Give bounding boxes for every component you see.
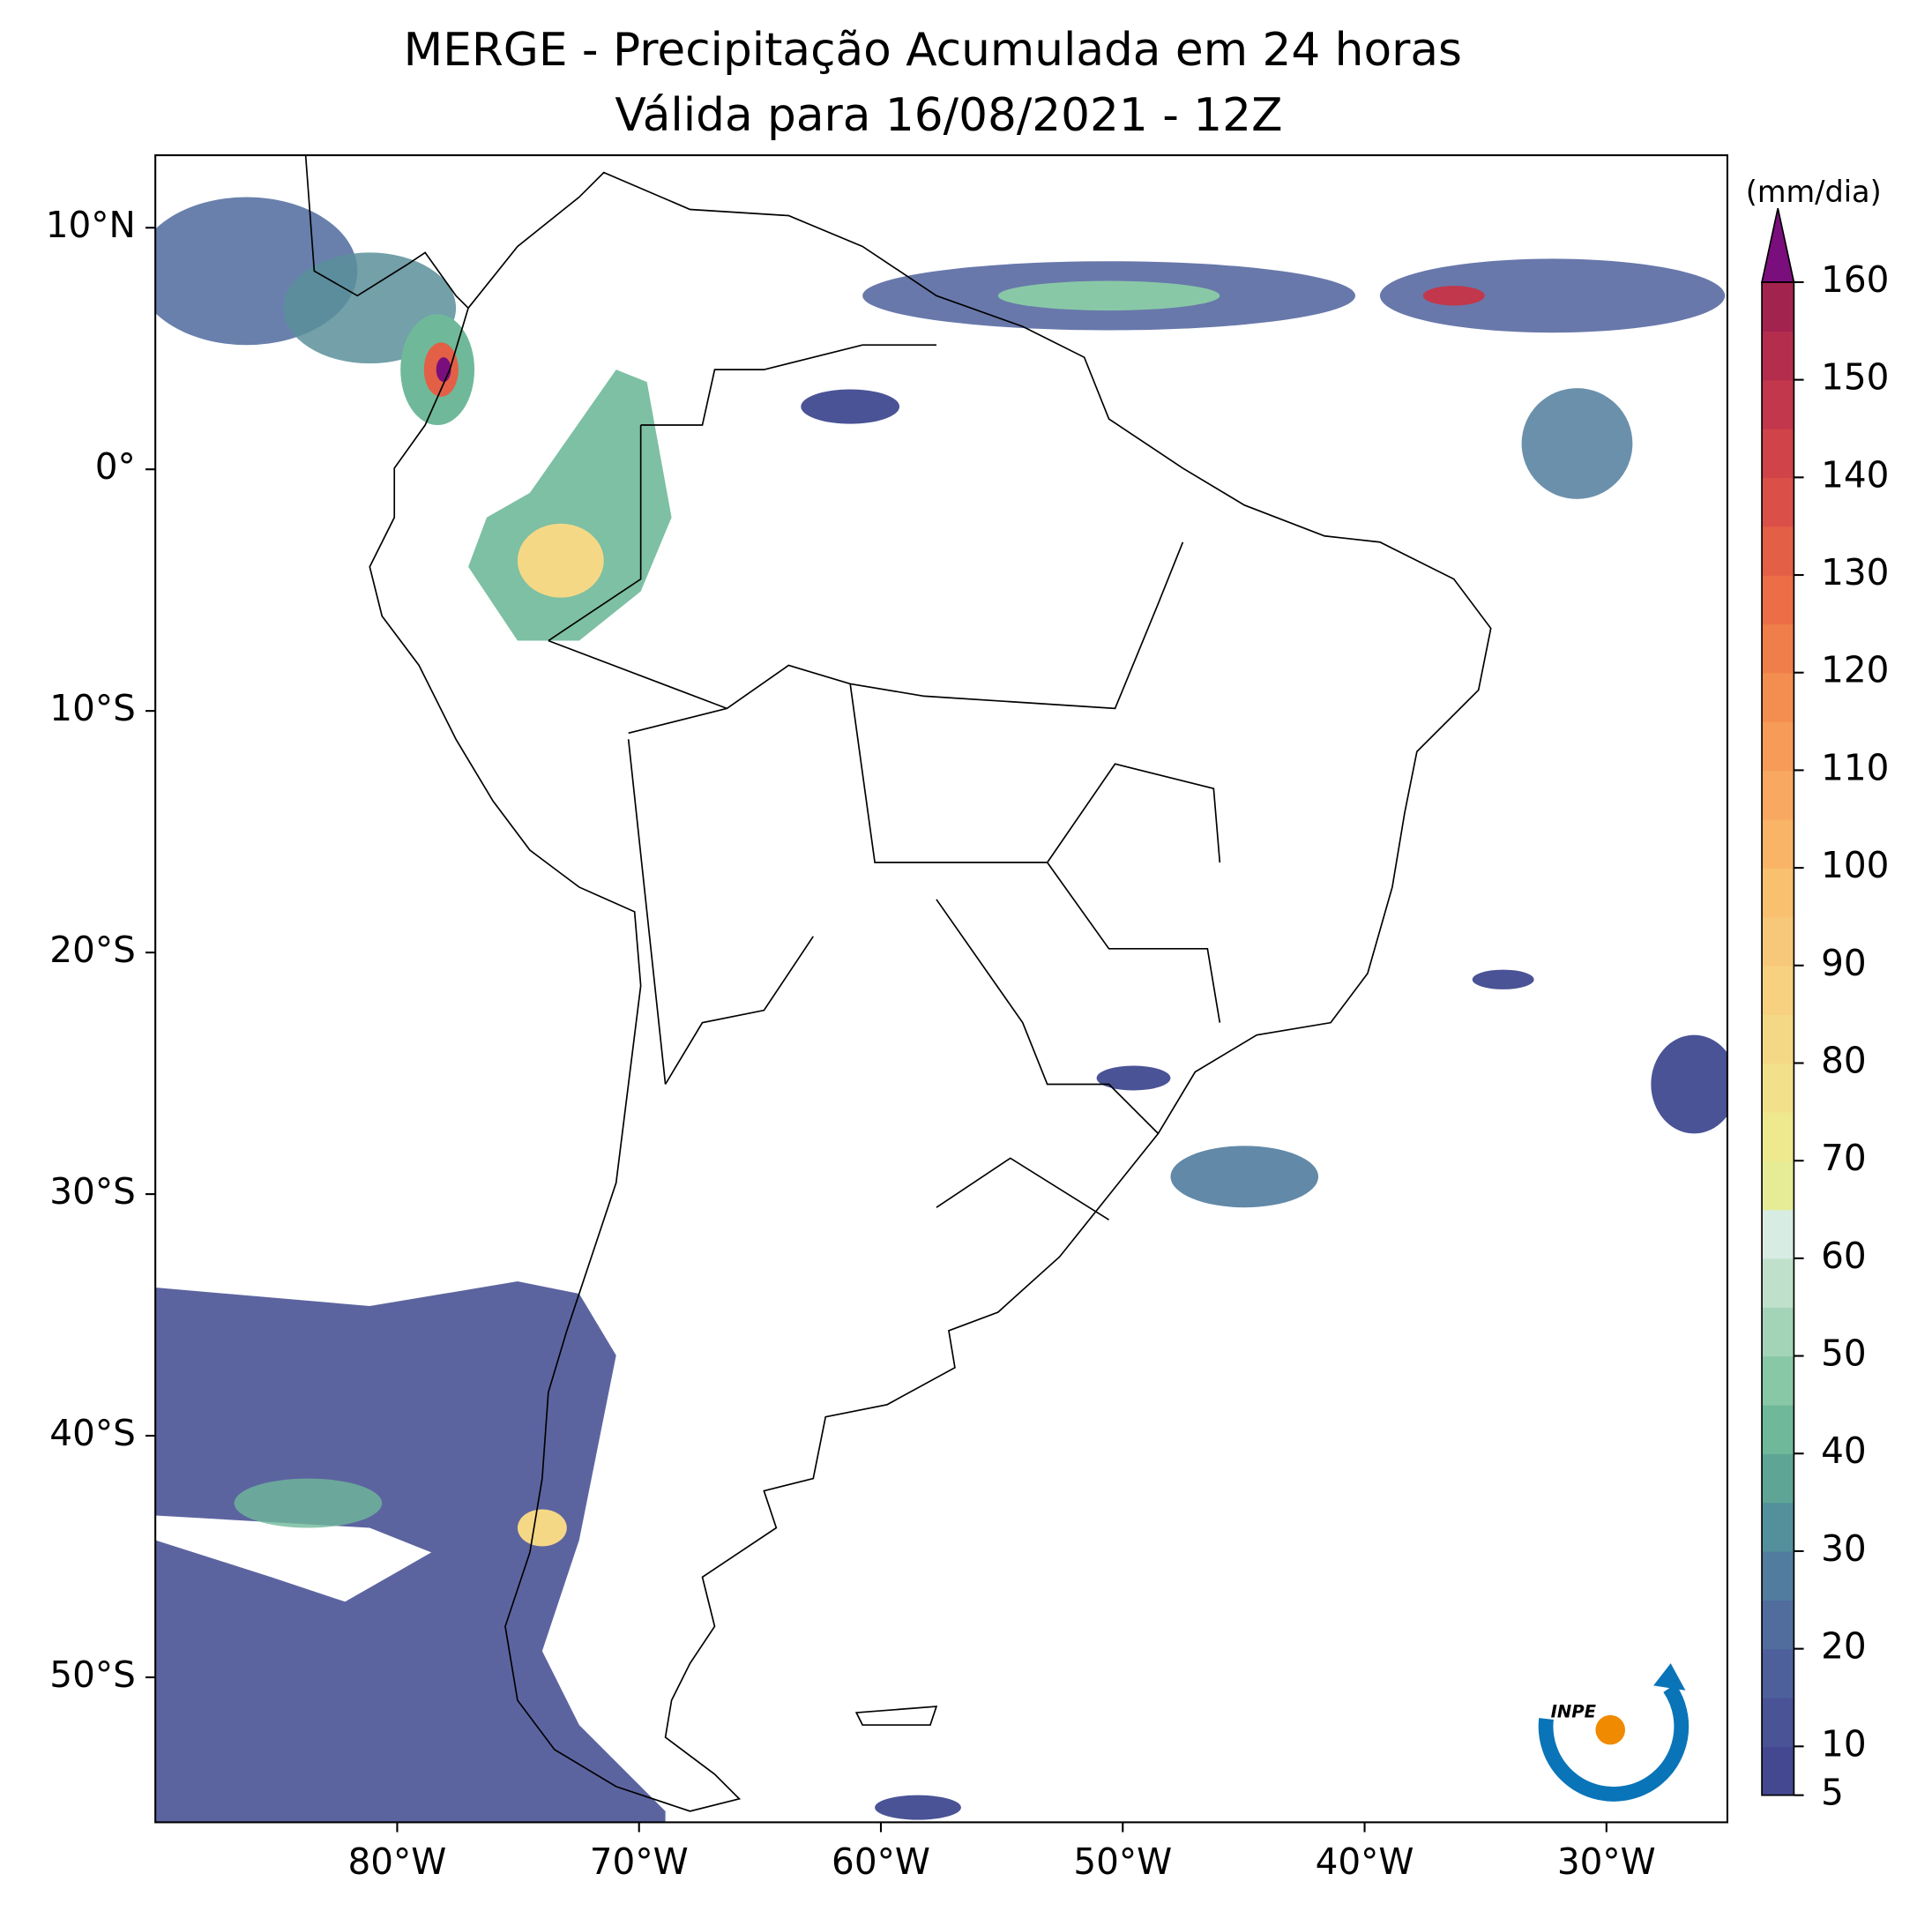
coastline bbox=[304, 154, 1492, 1812]
y-tick-label: 50°S bbox=[49, 1653, 136, 1696]
colorbar-band bbox=[1762, 1355, 1794, 1406]
colorbar-tick-label: 5 bbox=[1821, 1772, 1844, 1814]
colorbar-frame bbox=[1761, 281, 1795, 1796]
logo: INPE bbox=[1538, 1663, 1690, 1802]
map-frame bbox=[154, 153, 1728, 1824]
colorbar-band bbox=[1762, 331, 1794, 381]
map: INPE bbox=[154, 153, 1728, 1824]
subtitle: Válida para 16/08/2021 - 12Z bbox=[615, 89, 1282, 142]
colorbar-band bbox=[1762, 1550, 1794, 1601]
colorbar-band bbox=[1762, 1746, 1794, 1796]
logo-text: INPE bbox=[1551, 1702, 1597, 1722]
colorbar-tick-label: 30 bbox=[1821, 1527, 1867, 1570]
colorbar-band bbox=[1762, 868, 1794, 918]
logo-arc bbox=[1538, 1683, 1690, 1802]
colorbar-band bbox=[1762, 672, 1794, 722]
x-tick-label: 30°W bbox=[1557, 1840, 1656, 1883]
colorbar-tick-label: 90 bbox=[1821, 942, 1867, 984]
colorbar-band bbox=[1762, 916, 1794, 967]
colorbar-band bbox=[1762, 1404, 1794, 1454]
x-tick-label: 60°W bbox=[832, 1840, 930, 1883]
colorbar-band bbox=[1762, 1161, 1794, 1211]
y-tick-label: 10°N bbox=[46, 204, 136, 246]
colorbar-tick-label: 20 bbox=[1821, 1625, 1867, 1668]
y-tick-label: 40°S bbox=[49, 1412, 136, 1454]
title: MERGE - Precipitação Acumulada em 24 hor… bbox=[404, 24, 1462, 77]
colorbar-band bbox=[1762, 1600, 1794, 1650]
colorbar-tick-label: 130 bbox=[1821, 551, 1889, 593]
colorbar-band bbox=[1762, 428, 1794, 479]
y-tick-label: 20°S bbox=[49, 929, 136, 971]
colorbar-band bbox=[1762, 623, 1794, 674]
colorbar-band bbox=[1762, 1453, 1794, 1504]
colorbar-band bbox=[1762, 1111, 1794, 1161]
y-tick-label: 0° bbox=[95, 445, 136, 488]
x-tick-label: 70°W bbox=[590, 1840, 689, 1883]
colorbar-tick-label: 120 bbox=[1821, 649, 1889, 691]
colorbar-band bbox=[1762, 1502, 1794, 1552]
colorbar-band bbox=[1762, 575, 1794, 625]
x-tick-label: 80°W bbox=[348, 1840, 447, 1883]
colorbar-tick-label: 10 bbox=[1821, 1722, 1867, 1765]
colorbar-tick-label: 100 bbox=[1821, 844, 1889, 886]
colorbar-tick-label: 110 bbox=[1821, 746, 1889, 788]
x-tick-label: 50°W bbox=[1073, 1840, 1172, 1883]
colorbar-band bbox=[1762, 1697, 1794, 1748]
colorbar-band bbox=[1762, 1258, 1794, 1308]
colorbar-band bbox=[1762, 379, 1794, 429]
colorbar-tick-label: 40 bbox=[1821, 1430, 1867, 1472]
colorbar-band bbox=[1762, 1063, 1794, 1113]
colorbar-tick-label: 140 bbox=[1821, 453, 1889, 496]
y-tick-label: 30°S bbox=[49, 1170, 136, 1213]
colorbar-band bbox=[1762, 477, 1794, 527]
colorbar-extend bbox=[1761, 207, 1795, 283]
colorbar-band bbox=[1762, 281, 1794, 332]
colorbar-label: (mm/dia) bbox=[1746, 175, 1882, 209]
colorbar-band bbox=[1762, 770, 1794, 820]
colorbar-band bbox=[1762, 1014, 1794, 1064]
precipitation-field bbox=[155, 197, 1727, 1823]
colorbar-band bbox=[1762, 965, 1794, 1015]
colorbar-tick-label: 60 bbox=[1821, 1235, 1867, 1277]
colorbar-band bbox=[1762, 818, 1794, 869]
colorbar-band bbox=[1762, 1307, 1794, 1357]
colorbar-tick-label: 50 bbox=[1821, 1332, 1867, 1375]
colorbar-band bbox=[1762, 526, 1794, 576]
colorbar-band bbox=[1762, 1648, 1794, 1698]
colorbar-tick-label: 150 bbox=[1821, 356, 1889, 399]
y-tick-label: 10°S bbox=[49, 687, 136, 729]
colorbar-band bbox=[1762, 1209, 1794, 1259]
logo-arrow bbox=[1653, 1663, 1686, 1691]
colorbar-tick-label: 80 bbox=[1821, 1039, 1867, 1081]
logo-dot bbox=[1595, 1714, 1625, 1745]
colorbar-tick-label: 70 bbox=[1821, 1137, 1867, 1179]
x-tick-label: 40°W bbox=[1316, 1840, 1414, 1883]
colorbar-tick-label: 160 bbox=[1821, 258, 1889, 301]
colorbar-band bbox=[1762, 721, 1794, 772]
